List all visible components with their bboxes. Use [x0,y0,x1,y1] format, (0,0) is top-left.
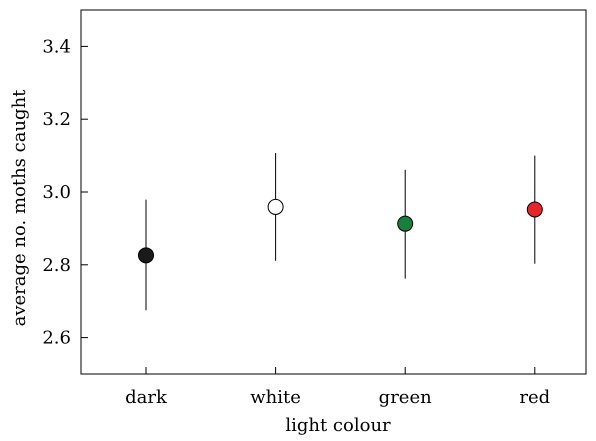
x-tick-label: dark [125,387,168,408]
x-axis-title: light colour [285,415,391,436]
x-tick-label: green [379,387,432,408]
data-point-group-white [267,153,284,261]
data-point-group-dark [138,199,154,311]
plot-frame [80,9,587,375]
data-marks [138,153,543,311]
mean-point-dark [138,247,154,264]
x-tick-label: white [250,387,301,408]
data-point-group-red [526,155,543,264]
x-tick-label: red [519,387,550,408]
y-tick-label: 3.0 [42,182,71,203]
y-tick-label: 3.4 [42,36,71,57]
axes [80,9,587,375]
mean-point-green [397,215,414,232]
y-tick-label: 2.6 [42,328,71,349]
y-axis-title: average no. moths caught [9,89,30,327]
y-tick-label: 2.8 [42,255,71,276]
mean-point-white [267,198,284,215]
y-axis-ticks: 2.6 2.8 3.0 3.2 3.4 [42,36,88,349]
data-point-group-green [397,169,414,279]
x-axis-ticks: dark white green red [125,367,550,408]
y-tick-label: 3.2 [42,109,71,130]
mean-point-red [526,201,543,218]
